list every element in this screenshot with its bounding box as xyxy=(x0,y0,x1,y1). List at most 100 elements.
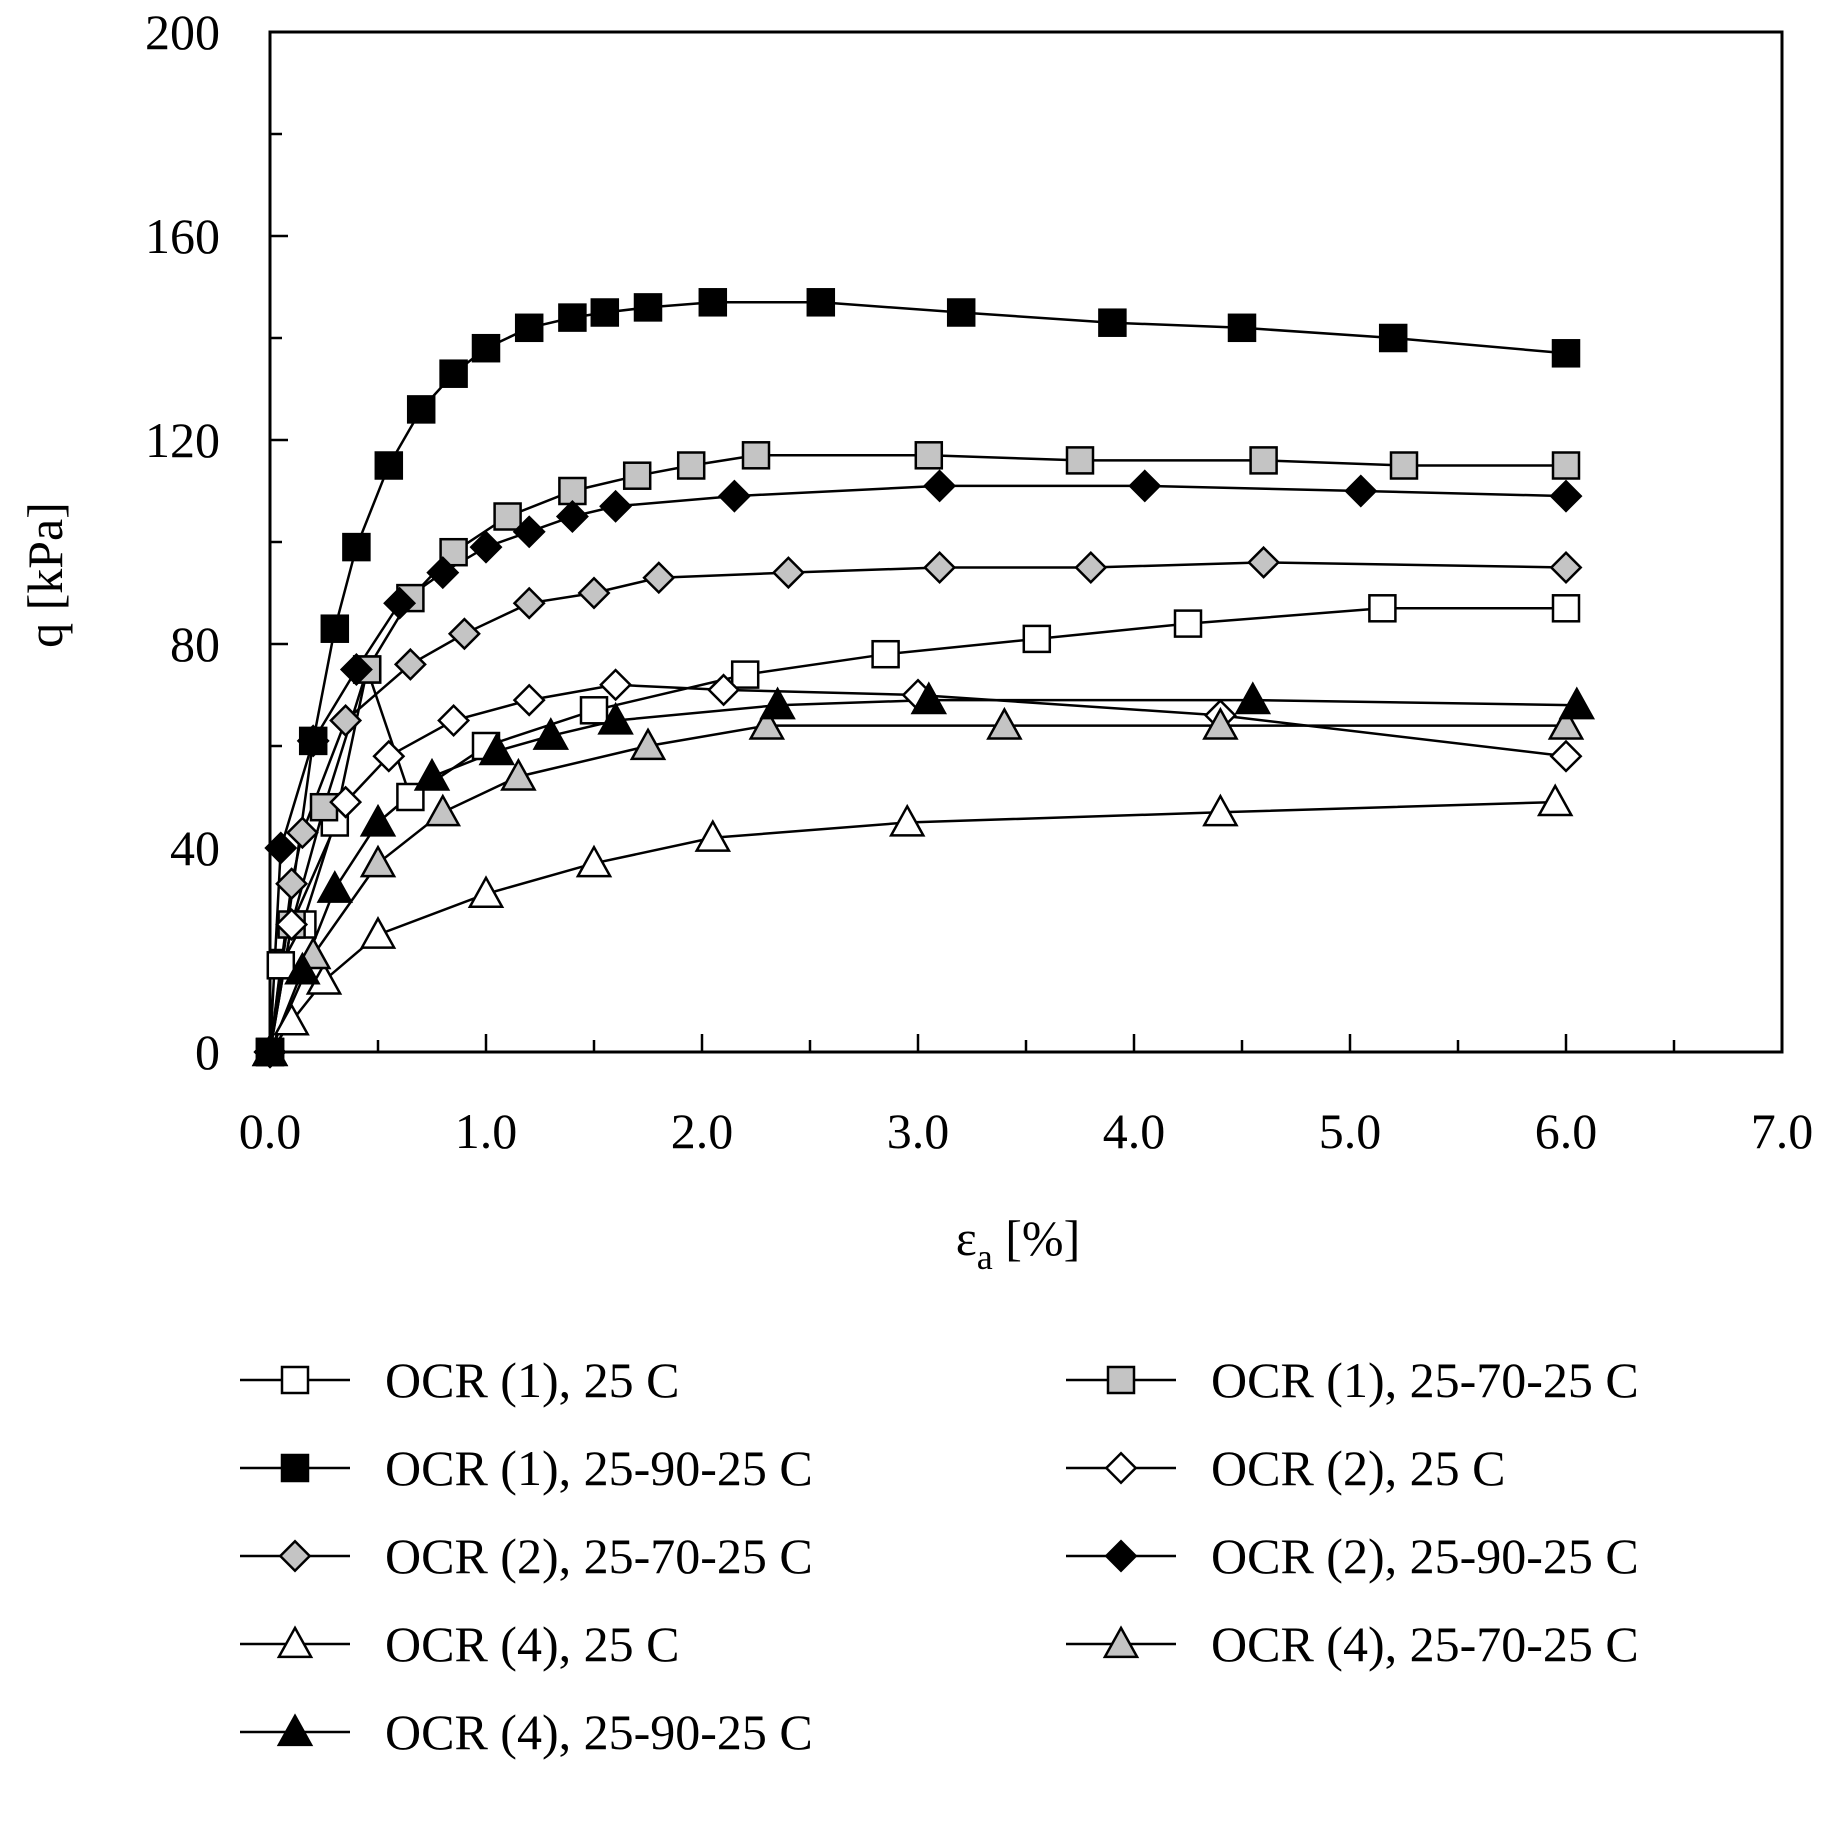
x-axis-title: εa [%] xyxy=(956,1210,1080,1277)
legend-marker xyxy=(278,1539,312,1573)
data-point xyxy=(406,395,436,424)
data-point xyxy=(717,479,751,513)
data-point xyxy=(393,647,427,681)
data-point xyxy=(622,461,652,490)
legend-label: OCR (4), 25-70-25 C xyxy=(1211,1616,1639,1672)
data-point xyxy=(296,724,330,758)
data-point xyxy=(694,819,732,852)
y-tick-labels: 0 40 80 120 160 200 xyxy=(145,4,220,1080)
legend-marker xyxy=(280,1365,310,1395)
legend-label: OCR (4), 25-90-25 C xyxy=(385,1704,813,1760)
data-point xyxy=(413,757,451,791)
data-point xyxy=(383,586,417,620)
x-tick-label: 2.0 xyxy=(671,1103,734,1159)
data-point xyxy=(1378,323,1408,353)
data-point xyxy=(493,502,522,531)
data-point xyxy=(275,867,309,901)
x-axis-title-rest: [%] xyxy=(993,1210,1080,1266)
data-point xyxy=(273,1002,310,1036)
x-tick-label: 5.0 xyxy=(1319,1103,1382,1159)
data-point xyxy=(923,551,957,584)
data-point xyxy=(439,537,468,567)
data-point xyxy=(1247,545,1281,579)
data-point xyxy=(1344,474,1378,508)
legend-marker xyxy=(280,1453,310,1483)
y-axis-title: q [kPa] xyxy=(17,502,73,648)
series-line xyxy=(268,800,1556,1053)
legend: OCR (1), 25 C OCR (1), 25-70-25 C OCR (1),… xyxy=(240,1352,1639,1760)
data-point xyxy=(1074,551,1108,584)
data-point xyxy=(1551,594,1581,623)
y-tick-label: 200 xyxy=(145,4,220,60)
data-point xyxy=(1549,551,1583,584)
data-point xyxy=(555,500,589,533)
data-point xyxy=(266,951,296,980)
data-point xyxy=(914,441,944,470)
data-point xyxy=(359,916,397,949)
legend-label: OCR (2), 25 C xyxy=(1211,1440,1505,1496)
data-point xyxy=(577,576,611,610)
data-point xyxy=(771,556,805,590)
data-point xyxy=(285,816,319,850)
data-point xyxy=(372,739,406,773)
data-point xyxy=(575,844,613,878)
series-line xyxy=(268,484,1567,1053)
data-point xyxy=(439,359,468,388)
data-point xyxy=(1173,609,1203,638)
data-point xyxy=(910,681,948,715)
data-point xyxy=(309,792,339,822)
data-point xyxy=(275,908,309,941)
x-tick-label: 4.0 xyxy=(1103,1103,1166,1159)
data-point xyxy=(1227,313,1257,343)
legend-label: OCR (1), 25-70-25 C xyxy=(1211,1352,1639,1408)
legend-label: OCR (4), 25 C xyxy=(385,1616,679,1672)
data-point xyxy=(579,696,609,725)
data-point xyxy=(478,732,516,766)
data-point xyxy=(512,586,546,620)
x-tick-label: 0.0 xyxy=(239,1103,302,1159)
data-point xyxy=(1551,339,1581,368)
y-tick-label: 120 xyxy=(145,412,220,468)
data-point xyxy=(888,803,926,837)
data-point xyxy=(806,288,836,317)
data-point xyxy=(1547,706,1585,740)
legend-marker xyxy=(1104,1539,1138,1573)
legend-label: OCR (1), 25-90-25 C xyxy=(385,1440,813,1496)
data-point xyxy=(467,875,505,909)
data-point xyxy=(730,660,760,689)
legend-marker xyxy=(1102,1625,1140,1659)
x-tick-label: 1.0 xyxy=(455,1103,518,1159)
data-point xyxy=(1128,469,1162,503)
data-point xyxy=(424,793,462,827)
data-point xyxy=(359,844,397,878)
data-point xyxy=(447,617,481,651)
data-point xyxy=(748,706,786,740)
data-point xyxy=(1536,783,1574,817)
legend-label: OCR (1), 25 C xyxy=(385,1352,679,1408)
data-point xyxy=(1368,594,1397,623)
series-line xyxy=(268,454,1566,1053)
data-point xyxy=(512,683,546,717)
data-point xyxy=(512,515,546,549)
x-tick-label: 6.0 xyxy=(1535,1103,1598,1159)
data-point xyxy=(599,668,633,702)
data-point xyxy=(500,757,537,791)
data-point xyxy=(1202,793,1239,827)
data-point xyxy=(329,704,363,737)
data-point xyxy=(1551,451,1581,480)
data-point xyxy=(1098,308,1127,337)
data-point xyxy=(339,653,373,686)
data-point xyxy=(359,803,397,837)
data-point xyxy=(264,831,298,865)
series-line xyxy=(268,561,1567,1053)
data-point xyxy=(633,293,663,322)
data-point xyxy=(1558,686,1596,720)
series-lines xyxy=(268,301,1577,1053)
data-point xyxy=(374,451,404,480)
legend-marker xyxy=(276,1713,314,1747)
data-point xyxy=(590,298,620,327)
data-point xyxy=(741,441,771,470)
x-axis-title-main: ε xyxy=(956,1210,977,1266)
data-point xyxy=(342,532,371,562)
